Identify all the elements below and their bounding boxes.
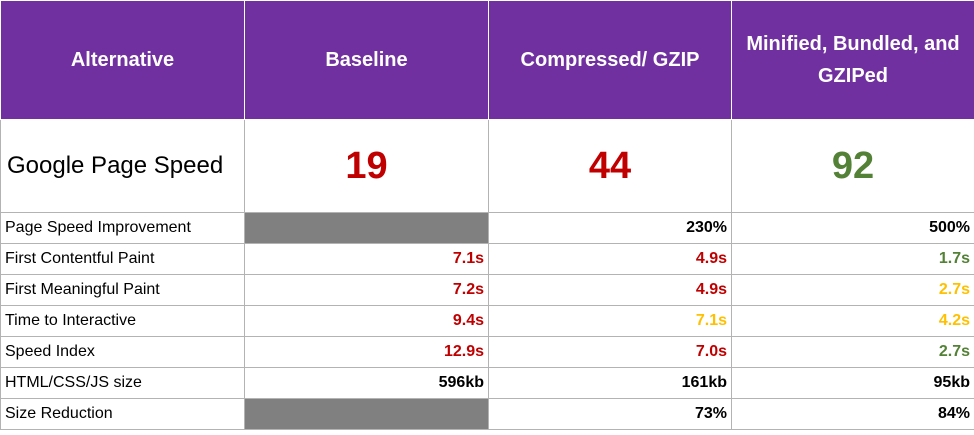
row-label: First Meaningful Paint <box>0 274 245 306</box>
table-row: Speed Index 12.9s 7.0s 2.7s <box>0 336 974 368</box>
google-page-speed-row: Google Page Speed 19 44 92 <box>0 119 974 213</box>
cell-baseline-empty <box>244 212 489 244</box>
table-row: Time to Interactive 9.4s 7.1s 4.2s <box>0 305 974 337</box>
cell-compressed: 73% <box>488 398 732 430</box>
cell-baseline: 12.9s <box>244 336 489 368</box>
row-label: Time to Interactive <box>0 305 245 337</box>
table-row: First Meaningful Paint 7.2s 4.9s 2.7s <box>0 274 974 306</box>
cell-minified: 4.2s <box>731 305 974 337</box>
cell-compressed: 7.1s <box>488 305 732 337</box>
row-label: Size Reduction <box>0 398 245 430</box>
cell-minified: 2.7s <box>731 336 974 368</box>
cell-minified: 2.7s <box>731 274 974 306</box>
row-label: First Contentful Paint <box>0 243 245 275</box>
row-label: Speed Index <box>0 336 245 368</box>
google-page-speed-label: Google Page Speed <box>0 119 245 213</box>
cell-compressed: 7.0s <box>488 336 732 368</box>
score-minified: 92 <box>731 119 974 213</box>
header-row: Alternative Baseline Compressed/ GZIP Mi… <box>0 0 974 120</box>
cell-minified: 84% <box>731 398 974 430</box>
table-row: Size Reduction 73% 84% <box>0 398 974 430</box>
cell-compressed: 230% <box>488 212 732 244</box>
row-label: Page Speed Improvement <box>0 212 245 244</box>
cell-compressed: 4.9s <box>488 274 732 306</box>
cell-compressed: 4.9s <box>488 243 732 275</box>
header-minified-bundled-gziped: Minified, Bundled, and GZIPed <box>731 0 974 120</box>
table-row: Page Speed Improvement 230% 500% <box>0 212 974 244</box>
cell-baseline: 7.1s <box>244 243 489 275</box>
cell-minified: 1.7s <box>731 243 974 275</box>
cell-minified: 500% <box>731 212 974 244</box>
score-compressed: 44 <box>488 119 732 213</box>
cell-minified: 95kb <box>731 367 974 399</box>
table-row: First Contentful Paint 7.1s 4.9s 1.7s <box>0 243 974 275</box>
row-label: HTML/CSS/JS size <box>0 367 245 399</box>
header-baseline: Baseline <box>244 0 489 120</box>
cell-baseline: 9.4s <box>244 305 489 337</box>
table-row: HTML/CSS/JS size 596kb 161kb 95kb <box>0 367 974 399</box>
cell-baseline: 596kb <box>244 367 489 399</box>
header-compressed-gzip: Compressed/ GZIP <box>488 0 732 120</box>
score-baseline: 19 <box>244 119 489 213</box>
cell-baseline-empty <box>244 398 489 430</box>
cell-compressed: 161kb <box>488 367 732 399</box>
cell-baseline: 7.2s <box>244 274 489 306</box>
header-alternative: Alternative <box>0 0 245 120</box>
